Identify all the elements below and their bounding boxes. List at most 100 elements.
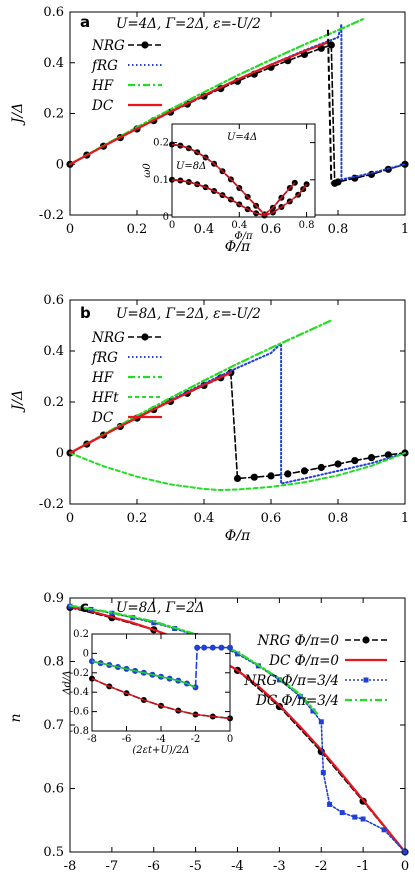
x-tick-label: -8 — [64, 859, 77, 874]
legend-label: DC Φ/π=3/4 — [255, 693, 339, 709]
series-2-point — [318, 719, 324, 725]
x-tick-label: 0.2 — [127, 511, 148, 526]
y-tick-label: 0 — [56, 157, 64, 172]
x-tick-label: 0.4 — [194, 222, 215, 237]
inset-series-1-point — [218, 644, 225, 651]
y-tick-label: 0.2 — [43, 107, 64, 122]
inset-label-u4: U=4Δ — [227, 132, 257, 143]
y-tick-label: 0.8 — [43, 655, 64, 670]
panel-annotation: U=8Δ, Γ=2Δ — [116, 600, 205, 616]
x-tick-label: -5 — [189, 859, 202, 874]
panel-b: 0 0.2 0.4 0.6 0.8 1-0.200.20.40.6b U=8Δ, Γ=2Δ,… — [10, 293, 409, 544]
x-tick-label: 1 — [401, 222, 409, 237]
inset: -8 -6 -4 -2 0 -0.8 -0.6 -0.4 -0.2 0 0.2 Δd/Δ (2εt+U)… — [62, 629, 233, 756]
x-tick-label: 0 — [66, 511, 74, 526]
y-tick-label: 0.1 — [153, 175, 169, 186]
y-tick-label: 0.4 — [43, 344, 64, 359]
series-0-point — [334, 460, 342, 468]
x-tick-label: -6 — [122, 734, 132, 745]
y-tick-label: 0.6 — [43, 5, 64, 20]
x-tick-label: 0 — [169, 220, 175, 231]
x-tick-label: 0 — [66, 222, 74, 237]
legend-label: HF — [91, 370, 114, 386]
series-0-point — [267, 472, 275, 480]
inset-fit-line — [171, 143, 296, 216]
x-tick-label: -1 — [357, 859, 370, 874]
series-0-point — [367, 454, 376, 462]
x-tick-label: 0.6 — [261, 222, 282, 237]
legend: NRG Φ/π=0 DC Φ/π=0 NRG Φ/π=3/4 DC Φ/π=3/4 — [243, 633, 387, 709]
y-tick-label: 0 — [56, 446, 64, 461]
y-tick-label: 0.2 — [43, 395, 64, 410]
panel-annotation: U=4Δ, Γ=2Δ, ε=-U/2 — [116, 16, 261, 32]
series-2-point — [151, 620, 157, 626]
series-2-point — [310, 708, 316, 714]
legend-label: HFt — [91, 390, 119, 406]
legend-marker — [362, 636, 370, 644]
inset-fit-line — [91, 660, 196, 689]
series-0-point — [250, 473, 258, 481]
legend-label: NRG — [91, 330, 125, 346]
inset-y-label: Δd/Δ — [62, 670, 73, 695]
y-axis-label: J/Δ — [10, 390, 26, 413]
inset-x-label: (2εt+U)/2Δ — [132, 745, 189, 756]
series-3-line — [69, 452, 406, 492]
x-tick-label: -3 — [273, 859, 286, 874]
series-2-point — [381, 827, 387, 833]
legend-label: fRG — [91, 350, 118, 366]
nrg-jump — [326, 29, 333, 184]
series-0-point — [384, 451, 392, 459]
series-0-point — [284, 470, 292, 478]
x-tick-label: -2 — [191, 734, 201, 745]
y-tick-label: -0.4 — [70, 687, 89, 698]
inset-y-label: ω0 — [142, 163, 153, 178]
series-0-point — [351, 457, 359, 465]
inset-series-1-point — [194, 644, 201, 651]
x-tick-label: -7 — [106, 859, 119, 874]
y-tick-label: 0 — [163, 212, 169, 223]
y-tick-label: -0.2 — [70, 668, 89, 679]
inset-fit-line — [91, 677, 231, 720]
y-tick-label: -0.6 — [70, 707, 89, 718]
series-2-point — [297, 693, 303, 699]
legend-marker — [141, 41, 149, 49]
y-tick-label: 0.5 — [43, 845, 64, 860]
y-tick-label: 0 — [83, 648, 89, 659]
x-tick-label: 0.4 — [231, 220, 247, 231]
series-2-point — [402, 849, 408, 855]
legend-label: NRG Φ/π=0 — [257, 633, 340, 649]
panel-annotation: U=8Δ, Γ=2Δ, ε=-U/2 — [116, 306, 261, 322]
series-2-point — [339, 810, 345, 816]
x-tick-label: 0.6 — [261, 511, 282, 526]
series-2-point — [320, 770, 326, 776]
x-tick-label: 0.4 — [194, 511, 215, 526]
y-tick-label: 0.9 — [43, 591, 64, 606]
inset-background — [92, 634, 230, 731]
series-0-point — [327, 41, 335, 49]
panel-a: 0 0.2 0.4 0.6 0.8 1-0.200.20.40.6a U=4Δ, Γ=2Δ,… — [10, 5, 409, 255]
y-axis-label: n — [8, 713, 24, 722]
inset-fit-line — [171, 179, 308, 217]
x-axis-label: Φ/π — [225, 239, 251, 255]
series-4-line — [68, 371, 232, 455]
legend-label: NRG — [91, 38, 125, 54]
x-tick-label: -4 — [156, 734, 166, 745]
series-0-point — [317, 463, 325, 472]
legend: NRG fRG HF DC — [91, 38, 162, 114]
x-tick-label: 0 — [401, 859, 409, 874]
legend-label: DC Φ/π=0 — [268, 653, 339, 669]
series-0-point — [300, 467, 309, 475]
x-tick-label: 0.8 — [299, 220, 315, 231]
legend-label: DC — [91, 410, 114, 426]
inset: 0 0.4 0.8 0 0.1 0.2 ω0 Φ/π U=4Δ U=8Δ — [142, 123, 316, 242]
x-tick-label: -8 — [87, 734, 97, 745]
y-tick-label: -0.2 — [39, 497, 64, 512]
x-tick-label: 0.8 — [328, 511, 349, 526]
y-tick-label: -0.8 — [70, 726, 89, 737]
y-tick-label: -0.2 — [39, 208, 64, 223]
legend-label: DC — [91, 98, 114, 114]
inset-series-1-point — [227, 644, 233, 651]
series-0-point — [334, 178, 342, 186]
x-tick-label: -2 — [315, 859, 328, 874]
legend-label: NRG Φ/π=3/4 — [243, 673, 339, 689]
